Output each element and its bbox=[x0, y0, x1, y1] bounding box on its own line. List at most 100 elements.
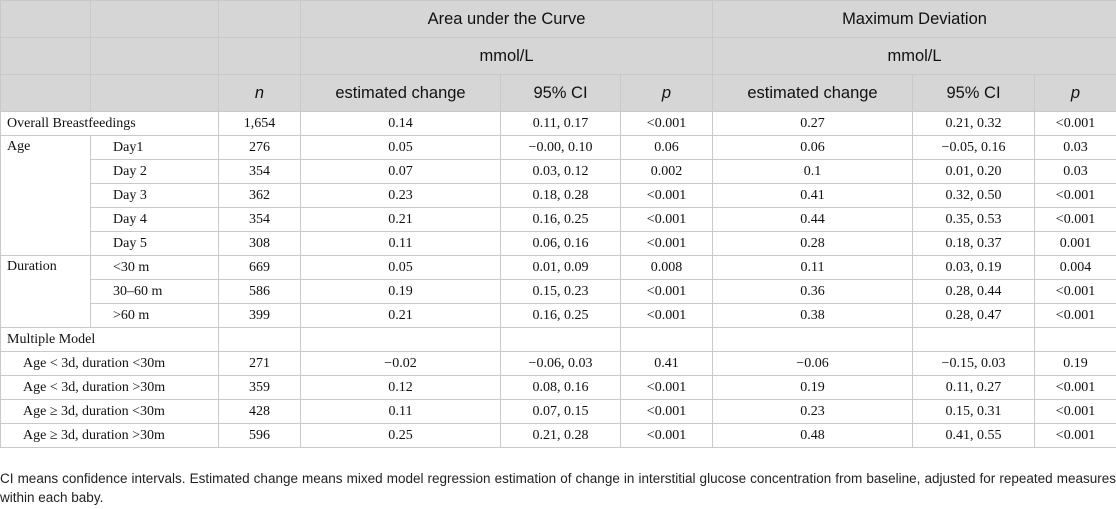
cell-auc-p: 0.06 bbox=[620, 135, 713, 160]
row-sublabel: Age < 3d, duration <30m bbox=[0, 351, 219, 376]
cell-md-p: <0.001 bbox=[1034, 375, 1116, 400]
header-maxdev-p: p bbox=[1034, 74, 1116, 112]
cell-auc-ci: 0.18, 0.28 bbox=[500, 183, 621, 208]
cell-n: 271 bbox=[218, 351, 301, 376]
row-sublabel: Day1 bbox=[90, 135, 219, 160]
cell-md-est: 0.28 bbox=[712, 231, 913, 256]
cell-md-p: <0.001 bbox=[1034, 423, 1116, 448]
cell-md-ci: 0.15, 0.31 bbox=[912, 399, 1035, 424]
row-label: Overall Breastfeedings bbox=[0, 111, 219, 136]
cell-auc-ci: 0.07, 0.15 bbox=[500, 399, 621, 424]
cell-n: 596 bbox=[218, 423, 301, 448]
cell-md-p: 0.19 bbox=[1034, 351, 1116, 376]
row-sublabel: Age ≥ 3d, duration <30m bbox=[0, 399, 219, 424]
cell-md-est: 0.06 bbox=[712, 135, 913, 160]
cell-md-p: <0.001 bbox=[1034, 303, 1116, 328]
row-sublabel: Day 5 bbox=[90, 231, 219, 256]
cell-empty bbox=[300, 327, 501, 352]
cell-auc-est: 0.21 bbox=[300, 303, 501, 328]
header-row-units: mmol/L mmol/L bbox=[0, 37, 1116, 75]
cell-auc-p: <0.001 bbox=[620, 399, 713, 424]
cell-auc-est: 0.19 bbox=[300, 279, 501, 304]
header-row-group-titles: Area under the Curve Maximum Deviation bbox=[0, 0, 1116, 38]
cell-auc-ci: 0.03, 0.12 bbox=[500, 159, 621, 184]
cell-auc-p: <0.001 bbox=[620, 279, 713, 304]
header-auc-unit: mmol/L bbox=[300, 37, 713, 75]
table-row: Age < 3d, duration <30m 271 −0.02 −0.06,… bbox=[0, 351, 1116, 376]
cell-md-est: 0.27 bbox=[712, 111, 913, 136]
cell-empty bbox=[620, 327, 713, 352]
cell-md-est: 0.11 bbox=[712, 255, 913, 280]
cell-n: 362 bbox=[218, 183, 301, 208]
table-row: Duration <30 m 669 0.05 0.01, 0.09 0.008… bbox=[0, 255, 1116, 328]
cell-n: 669 bbox=[218, 255, 301, 280]
cell-md-p: <0.001 bbox=[1034, 183, 1116, 208]
cell-md-est: 0.41 bbox=[712, 183, 913, 208]
cell-auc-p: 0.002 bbox=[620, 159, 713, 184]
cell-auc-p: 0.41 bbox=[620, 351, 713, 376]
header-blank bbox=[0, 74, 91, 112]
cell-auc-p: <0.001 bbox=[620, 231, 713, 256]
cell-md-p: <0.001 bbox=[1034, 111, 1116, 136]
table-row: Age ≥ 3d, duration >30m 596 0.25 0.21, 0… bbox=[0, 423, 1116, 448]
cell-auc-est: 0.11 bbox=[300, 231, 501, 256]
header-blank bbox=[218, 0, 301, 38]
cell-auc-p: 0.008 bbox=[620, 255, 713, 280]
row-sublabel: Day 3 bbox=[90, 183, 219, 208]
header-blank bbox=[90, 74, 219, 112]
cell-auc-ci: 0.21, 0.28 bbox=[500, 423, 621, 448]
cell-n: 399 bbox=[218, 303, 301, 328]
row-sublabel: 30–60 m bbox=[90, 279, 219, 304]
cell-auc-est: 0.25 bbox=[300, 423, 501, 448]
table-row: Day 2 354 0.07 0.03, 0.12 0.002 0.1 0.01… bbox=[1, 159, 1116, 184]
cell-auc-ci: 0.15, 0.23 bbox=[500, 279, 621, 304]
table-row: 30–60 m 586 0.19 0.15, 0.23 <0.001 0.36 … bbox=[1, 279, 1116, 304]
cell-md-ci: 0.03, 0.19 bbox=[912, 255, 1035, 280]
table-row-overall: Overall Breastfeedings 1,654 0.14 0.11, … bbox=[0, 111, 1116, 136]
cell-md-p: 0.03 bbox=[1034, 135, 1116, 160]
cell-auc-est: 0.07 bbox=[300, 159, 501, 184]
cell-md-ci: 0.11, 0.27 bbox=[912, 375, 1035, 400]
header-n: n bbox=[218, 74, 301, 112]
cell-md-est: 0.48 bbox=[712, 423, 913, 448]
cell-empty bbox=[712, 327, 913, 352]
cell-n: 586 bbox=[218, 279, 301, 304]
cell-empty bbox=[1034, 327, 1116, 352]
row-sublabel: Day 4 bbox=[90, 207, 219, 232]
group-label-age: Age bbox=[0, 135, 91, 256]
cell-auc-est: −0.02 bbox=[300, 351, 501, 376]
header-blank bbox=[90, 0, 219, 38]
table-footnote: CI means confidence intervals. Estimated… bbox=[0, 471, 1116, 505]
cell-md-p: <0.001 bbox=[1034, 279, 1116, 304]
cell-md-est: 0.38 bbox=[712, 303, 913, 328]
cell-auc-p: <0.001 bbox=[620, 183, 713, 208]
results-table: Area under the Curve Maximum Deviation m… bbox=[0, 0, 1116, 448]
cell-auc-est: 0.23 bbox=[300, 183, 501, 208]
cell-n: 428 bbox=[218, 399, 301, 424]
header-blank bbox=[218, 37, 301, 75]
cell-md-est: 0.23 bbox=[712, 399, 913, 424]
cell-auc-est: 0.21 bbox=[300, 207, 501, 232]
cell-auc-ci: 0.06, 0.16 bbox=[500, 231, 621, 256]
header-blank bbox=[0, 37, 91, 75]
section-label-multiple-model: Multiple Model bbox=[0, 327, 219, 352]
header-maxdev-ci: 95% CI bbox=[912, 74, 1035, 112]
cell-empty bbox=[500, 327, 621, 352]
header-maxdev-unit: mmol/L bbox=[712, 37, 1116, 75]
cell-n: 276 bbox=[218, 135, 301, 160]
cell-auc-est: 0.11 bbox=[300, 399, 501, 424]
row-sublabel: Day 2 bbox=[90, 159, 219, 184]
header-auc-ci: 95% CI bbox=[500, 74, 621, 112]
row-sublabel: Age < 3d, duration >30m bbox=[0, 375, 219, 400]
header-maxdev-estimated-change: estimated change bbox=[712, 74, 913, 112]
cell-auc-p: <0.001 bbox=[620, 303, 713, 328]
table-row-section-multiple: Multiple Model bbox=[0, 327, 1116, 352]
cell-md-est: 0.1 bbox=[712, 159, 913, 184]
cell-auc-ci: 0.01, 0.09 bbox=[500, 255, 621, 280]
cell-md-est: 0.36 bbox=[712, 279, 913, 304]
table-row: Age Day1 276 0.05 −0.00, 0.10 0.06 0.06 … bbox=[0, 135, 1116, 256]
cell-md-p: 0.001 bbox=[1034, 231, 1116, 256]
cell-auc-ci: −0.06, 0.03 bbox=[500, 351, 621, 376]
header-auc-estimated-change: estimated change bbox=[300, 74, 501, 112]
cell-n: 1,654 bbox=[218, 111, 301, 136]
